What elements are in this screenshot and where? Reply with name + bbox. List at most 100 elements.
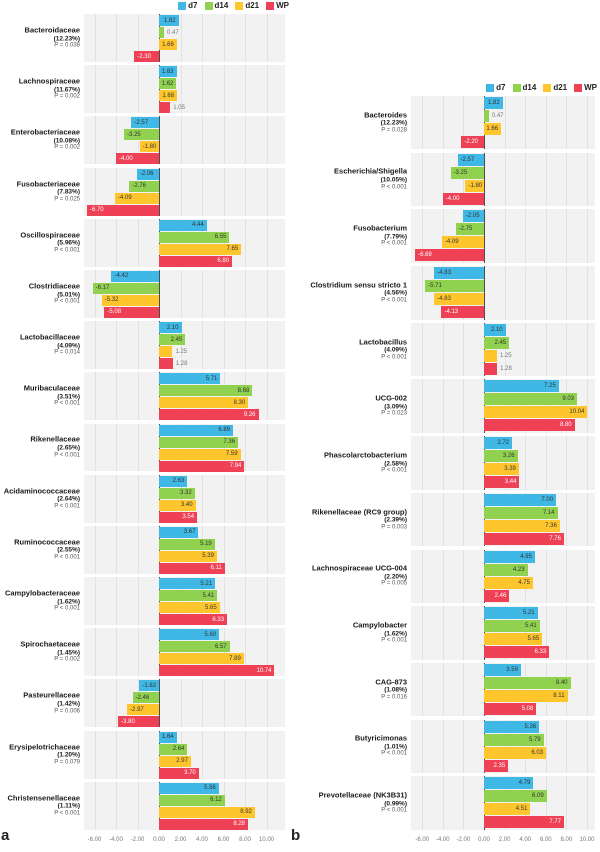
bar-value-label: 1.63 (161, 68, 174, 75)
taxon-label-a-10: Ruminococcaceae (2.55%) P < 0.001 (0, 538, 80, 561)
bar-value-label: 2.35 (493, 762, 506, 769)
taxon-label-a-8: Rikenellaceae (2.65%) P < 0.001 (0, 435, 80, 459)
bar-value-label: -5.32 (104, 297, 119, 304)
gridline (245, 628, 246, 677)
taxon-abundance: (1.45%) (57, 649, 80, 657)
gridline (94, 167, 96, 216)
taxon-pvalue: P = 0.038 (54, 42, 80, 49)
x-axis-tick-label: 6.00 (217, 837, 230, 843)
bar-value-label: 1.25 (499, 352, 512, 359)
bar-value-label: 6.55 (214, 234, 227, 241)
bar-d14 (484, 790, 547, 803)
bar-d7 (484, 777, 534, 790)
bar-WP (116, 153, 159, 165)
bar-value-label: 5.21 (522, 610, 535, 617)
x-axis-tick-label: 10.00 (258, 837, 274, 843)
gridline (463, 549, 465, 604)
bar-d21 (115, 192, 159, 204)
gridline (202, 730, 203, 779)
bar-WP (159, 460, 245, 472)
gridline (545, 96, 547, 150)
bar-value-label: 2.97 (176, 758, 188, 765)
gridline (266, 321, 268, 370)
gridline (525, 209, 527, 263)
taxon-abundance: (1.42%) (57, 700, 80, 708)
taxon-pvalue: P < 0.001 (54, 452, 80, 459)
bar-WP (159, 102, 171, 114)
gridline (116, 321, 117, 370)
bar-value-label: 6.89 (218, 427, 231, 433)
taxon-pvalue: P < 0.001 (54, 400, 80, 407)
taxon-row-band: 2.10 2.45 1.25 1.28 (411, 322, 595, 377)
taxon-name: Bacteroidaceae (24, 25, 80, 35)
bar-value-label: 1.82 (488, 100, 500, 106)
bar-d7 (159, 782, 219, 794)
taxon-name: Bacteroides (364, 110, 407, 120)
bar-WP (159, 358, 173, 370)
gridline (245, 167, 246, 216)
taxon-label-a-11: Campylobacteraceae (1.62%) P < 0.001 (0, 589, 80, 613)
bar-value-label: 7.00 (541, 496, 554, 503)
bar-value-label: 3.54 (182, 514, 195, 521)
gridline (422, 152, 424, 207)
gridline (442, 322, 444, 377)
taxon-pvalue: P < 0.001 (54, 605, 80, 612)
taxon-row-band: 2.63 3.32 3.40 3.54 (84, 474, 285, 523)
gridline (116, 474, 117, 523)
gridline (266, 577, 268, 626)
bar-value-label: 3.59 (506, 666, 518, 673)
gridline (180, 116, 182, 165)
bar-value-label: 8.80 (559, 422, 572, 429)
bar-d21 (484, 803, 531, 816)
gridline (223, 14, 225, 62)
gridline (545, 152, 547, 207)
taxon-row-band: 1.63 1.62 1.68 1.05 (84, 65, 285, 114)
gridline (587, 266, 588, 320)
bar-WP (159, 818, 248, 830)
bar-d21 (484, 519, 560, 532)
panel-letter-b: b (291, 827, 301, 844)
bar-value-label: -4.83 (437, 270, 451, 277)
bar-WP (484, 816, 565, 829)
taxon-pvalue: P = 0.005 (381, 580, 407, 587)
bar-value-label: -6.17 (95, 285, 110, 292)
taxon-pvalue: P < 0.001 (381, 354, 407, 361)
legend-panel-b: d7 d14 d21 WP (486, 83, 597, 92)
bar-value-label: 4.23 (512, 566, 525, 573)
legend-label: d14 (522, 83, 537, 92)
bar-d14 (484, 450, 518, 463)
bar-value-label: 8.92 (240, 809, 252, 816)
legend-swatch-WP-icon (574, 83, 583, 92)
taxon-row-band: -2.06 -2.76 -4.09 -6.70 (84, 167, 285, 216)
taxon-row-band: 7.00 7.14 7.36 7.76 (411, 492, 595, 547)
taxon-label-b-9: Campylobacter (1.62%) P < 0.001 (300, 621, 407, 644)
gridline (566, 549, 568, 604)
bar-value-label: 4.44 (192, 222, 204, 229)
bar-value-label: -2.46 (135, 694, 150, 701)
zero-axis-line (484, 492, 485, 547)
bar-d21 (159, 550, 217, 562)
gridline (463, 152, 465, 207)
gridline (566, 379, 568, 433)
bar-d14 (159, 78, 177, 90)
bar-value-label: -2.75 (458, 226, 473, 233)
gridline (442, 549, 444, 604)
gridline (504, 379, 506, 433)
gridline (422, 662, 424, 717)
bar-value-label: 2.10 (490, 326, 503, 333)
bar-value-label: 5.21 (200, 580, 212, 587)
x-axis-tick-label: 8.00 (239, 837, 251, 843)
x-axis-tick-label: 0.00 (153, 837, 165, 843)
taxon-pvalue: P < 0.001 (381, 240, 407, 247)
gridline (566, 266, 568, 320)
bar-value-label: 5.60 (204, 631, 217, 638)
gridline (202, 269, 203, 318)
taxon-pvalue: P = 0.079 (54, 759, 80, 766)
taxon-row-band: -2.05 -2.75 -4.09 -6.69 (411, 209, 595, 263)
taxon-label-a-4: Oscillospiraceae (5.96%) P < 0.001 (0, 231, 80, 254)
gridline (245, 423, 246, 472)
gridline (525, 379, 527, 433)
taxon-pvalue: P < 0.001 (381, 297, 407, 304)
bar-d21 (159, 90, 178, 102)
bar-WP (159, 409, 259, 421)
